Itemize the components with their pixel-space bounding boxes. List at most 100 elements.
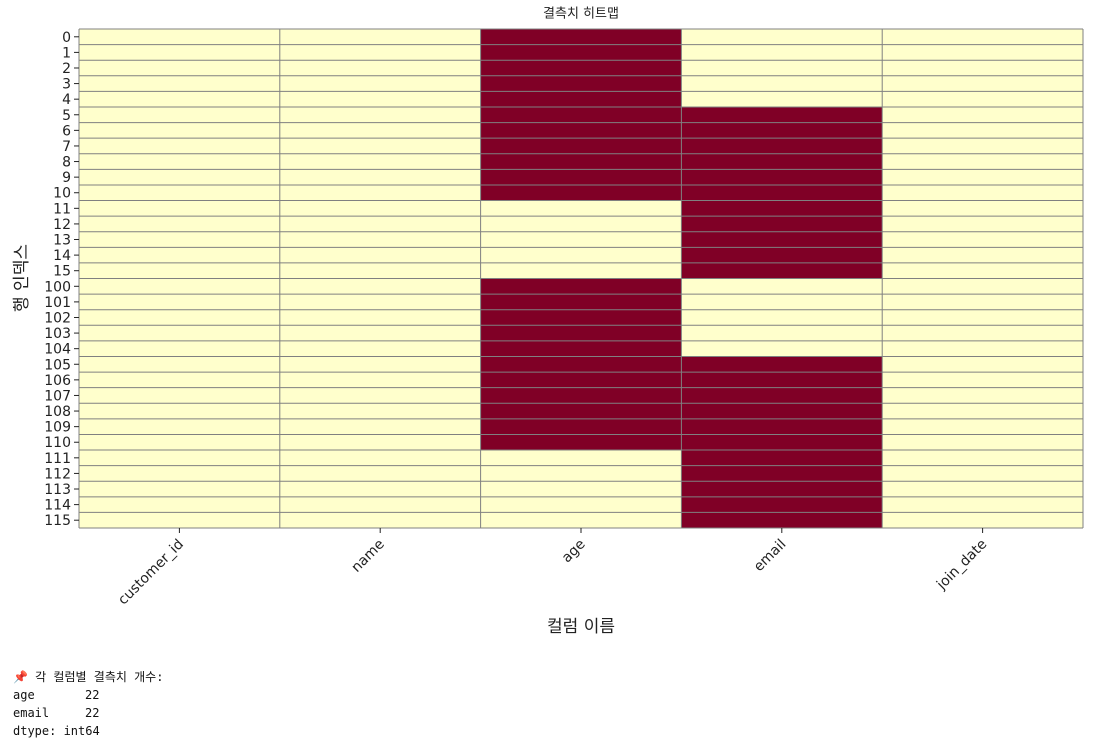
- heatmap-cell: [79, 418, 280, 435]
- heatmap-cell: [279, 278, 481, 295]
- y-tick-label: 11: [53, 201, 71, 217]
- heatmap-cell: [882, 247, 1083, 263]
- heatmap-cell: [480, 512, 682, 528]
- heatmap-cell: [279, 372, 481, 388]
- heatmap-cell: [882, 75, 1083, 92]
- heatmap-cell: [279, 496, 481, 513]
- heatmap-cell: [681, 169, 883, 185]
- y-tick-label: 105: [44, 357, 71, 373]
- heatmap-cell: [279, 29, 481, 45]
- y-tick-label: 108: [44, 404, 71, 420]
- y-tick-label: 110: [44, 435, 71, 451]
- heatmap-cell: [279, 325, 481, 341]
- heatmap-cell: [79, 29, 280, 45]
- heatmap-cell: [480, 403, 682, 419]
- heatmap-cell: [279, 44, 481, 61]
- heatmap-cell: [882, 29, 1083, 45]
- heatmap-cell: [480, 387, 682, 404]
- heatmap-cell: [79, 153, 280, 170]
- y-tick-label: 15: [53, 264, 71, 280]
- y-tick-label: 9: [62, 170, 71, 186]
- heatmap-cell: [79, 403, 280, 419]
- heatmap-cell: [279, 387, 481, 404]
- heatmap-cell: [681, 309, 883, 326]
- y-tick-label: 115: [44, 513, 71, 529]
- heatmap-cell: [681, 29, 883, 45]
- heatmap-cell: [681, 138, 883, 154]
- heatmap-cell: [480, 418, 682, 435]
- heatmap-cell: [480, 122, 682, 139]
- heatmap-cell: [279, 465, 481, 482]
- chart: 결측치 히트맵 컬럼 이름 행 인덱스 01234567891011121314…: [12, 7, 1084, 637]
- heatmap-cell: [480, 496, 682, 513]
- heatmap-cell: [882, 278, 1083, 295]
- heatmap-cell: [79, 450, 280, 466]
- y-tick-label: 112: [44, 466, 71, 482]
- heatmap-cell: [882, 356, 1083, 373]
- heatmap-cell: [882, 465, 1083, 482]
- y-tick-label: 1: [62, 45, 71, 61]
- heatmap-cell: [681, 512, 883, 528]
- heatmap-cell: [79, 60, 280, 76]
- heatmap-cell: [480, 450, 682, 466]
- heatmap-cell: [279, 450, 481, 466]
- heatmap-cell: [480, 278, 682, 295]
- heatmap-cell: [480, 91, 682, 107]
- output-row: email 22: [13, 704, 163, 722]
- heatmap-cell: [681, 465, 883, 482]
- heatmap-cell: [279, 169, 481, 185]
- heatmap-cell: [681, 44, 883, 61]
- heatmap-cell: [681, 247, 883, 263]
- y-tick-label: 103: [44, 326, 71, 342]
- x-tick-label: email: [751, 536, 790, 575]
- x-tick-label: name: [348, 536, 387, 575]
- y-tick-label: 2: [62, 61, 71, 77]
- heatmap-cell: [882, 153, 1083, 170]
- heatmap-cell: [480, 106, 682, 123]
- heatmap-cell: [79, 169, 280, 185]
- heatmap-cell: [79, 122, 280, 139]
- heatmap-cell: [480, 60, 682, 76]
- heatmap-cell: [279, 294, 481, 310]
- heatmap-cell: [279, 138, 481, 154]
- heatmap-cell: [480, 340, 682, 357]
- heatmap-cell: [279, 403, 481, 419]
- y-tick-label: 13: [53, 233, 71, 249]
- heatmap-cell: [681, 325, 883, 341]
- heatmap-cell: [681, 216, 883, 232]
- heatmap-cell: [279, 340, 481, 357]
- heatmap-cell: [480, 169, 682, 185]
- heatmap-cell: [882, 512, 1083, 528]
- y-tick-label: 111: [44, 451, 71, 467]
- heatmap-cell: [480, 44, 682, 61]
- heatmap-cell: [681, 278, 883, 295]
- heatmap-cell: [480, 325, 682, 341]
- y-tick-label: 6: [62, 123, 71, 139]
- heatmap-cell: [279, 60, 481, 76]
- heatmap-cell: [279, 216, 481, 232]
- heatmap-cell: [79, 387, 280, 404]
- heatmap-cell: [79, 496, 280, 513]
- heatmap-cell: [279, 481, 481, 497]
- heatmap-cell: [79, 106, 280, 123]
- y-tick-label: 12: [53, 217, 71, 233]
- heatmap-cell: [681, 481, 883, 497]
- y-tick-label: 114: [44, 498, 71, 514]
- heatmap-cell: [480, 200, 682, 217]
- y-tick-label: 8: [62, 155, 71, 171]
- heatmap-cell: [279, 122, 481, 139]
- heatmap-cell: [79, 231, 280, 248]
- heatmap-cell: [480, 434, 682, 451]
- heatmap-cell: [79, 75, 280, 92]
- heatmap-cell: [79, 247, 280, 263]
- heatmap-cell: [79, 294, 280, 310]
- heatmap-cell: [681, 75, 883, 92]
- y-tick-label: 5: [62, 108, 71, 124]
- heatmap-cell: [882, 106, 1083, 123]
- heatmap-cell: [882, 216, 1083, 232]
- output-row: age 22: [13, 686, 163, 704]
- y-tick-label: 101: [44, 295, 71, 311]
- x-tick-label: age: [559, 536, 589, 566]
- heatmap-cell: [279, 75, 481, 92]
- y-tick-label: 14: [53, 248, 71, 264]
